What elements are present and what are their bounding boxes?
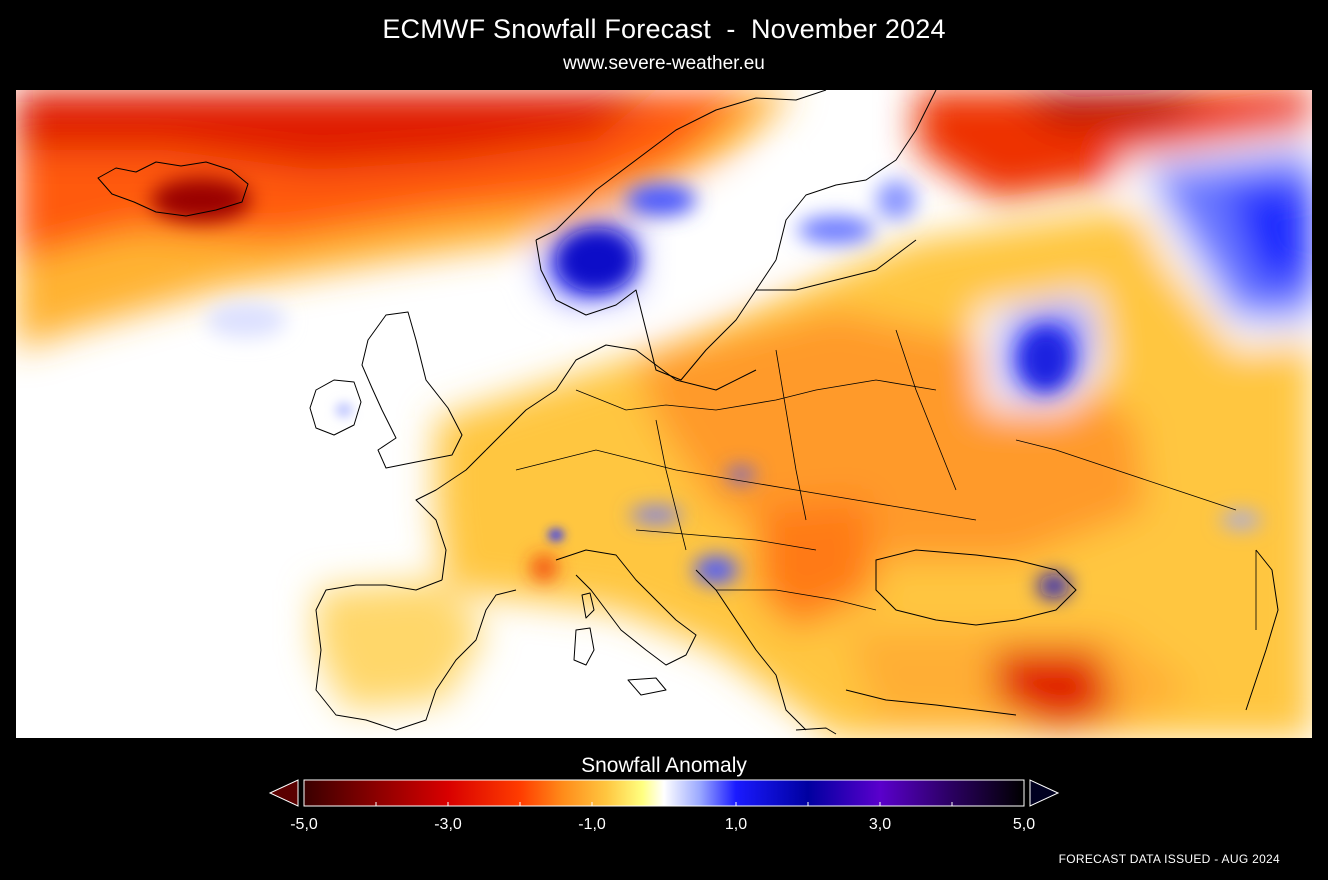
colorbar-ticks	[303, 802, 1025, 806]
colorbar-gradient	[303, 779, 1025, 807]
coastlines	[97, 90, 1279, 735]
source-url: www.severe-weather.eu	[563, 53, 765, 74]
colorbar-tick-label: -5,0	[290, 816, 318, 833]
legend-title: Snowfall Anomaly	[581, 754, 747, 777]
colorbar-tick-label: 1,0	[724, 816, 748, 833]
snowfall-anomaly-map	[16, 90, 1312, 738]
forecast-issued-note: FORECAST DATA ISSUED - AUG 2024	[1058, 852, 1280, 866]
anomaly-field	[16, 90, 1312, 738]
colorbar-min-arrow	[268, 779, 299, 807]
colorbar-tick-label: 3,0	[868, 816, 892, 833]
colorbar	[268, 778, 1060, 810]
country-borders	[515, 329, 1257, 630]
colorbar-tick-label: 5,0	[1012, 816, 1036, 833]
colorbar-tick-label: -1,0	[578, 816, 606, 833]
colorbar-max-arrow	[1029, 779, 1060, 807]
map-title: ECMWF Snowfall Forecast - November 2024	[382, 14, 946, 44]
colorbar-tick-label: -3,0	[434, 816, 462, 833]
